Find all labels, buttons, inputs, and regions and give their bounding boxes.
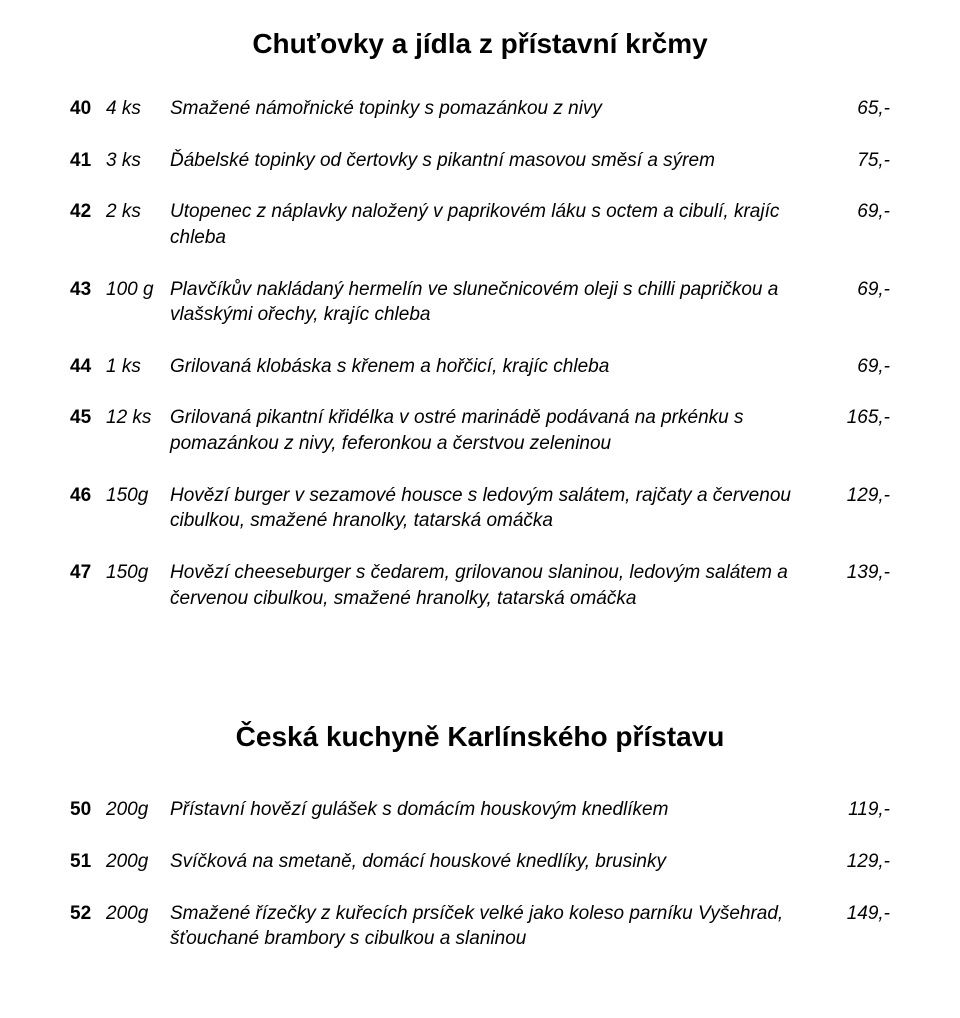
item-quantity: 200g: [106, 901, 170, 927]
item-price: 139,-: [820, 560, 890, 586]
item-price: 149,-: [820, 901, 890, 927]
item-quantity: 12 ks: [106, 405, 170, 431]
menu-item: 41 3 ks Ďábelské topinky od čertovky s p…: [70, 148, 890, 174]
item-description: Grilovaná klobáska s křenem a hořčicí, k…: [170, 354, 820, 380]
item-description: Smažené řízečky z kuřecích prsíček velké…: [170, 901, 820, 952]
item-quantity: 200g: [106, 849, 170, 875]
item-description: Plavčíkův nakládaný hermelín ve slunečni…: [170, 277, 820, 328]
item-price: 129,-: [820, 483, 890, 509]
item-price: 65,-: [820, 96, 890, 122]
item-description: Hovězí cheeseburger s čedarem, grilovano…: [170, 560, 820, 611]
item-price: 75,-: [820, 148, 890, 174]
item-description: Svíčková na smetaně, domácí houskové kne…: [170, 849, 820, 875]
item-price: 165,-: [820, 405, 890, 431]
menu-item: 47 150g Hovězí cheeseburger s čedarem, g…: [70, 560, 890, 611]
menu-page: Chuťovky a jídla z přístavní krčmy 40 4 …: [0, 0, 960, 1018]
item-number: 43: [70, 277, 106, 303]
item-number: 45: [70, 405, 106, 431]
item-description: Hovězí burger v sezamové housce s ledový…: [170, 483, 820, 534]
item-description: Utopenec z náplavky naložený v paprikové…: [170, 199, 820, 250]
item-number: 52: [70, 901, 106, 927]
item-number: 42: [70, 199, 106, 225]
menu-item: 42 2 ks Utopenec z náplavky naložený v p…: [70, 199, 890, 250]
item-quantity: 150g: [106, 483, 170, 509]
item-number: 51: [70, 849, 106, 875]
item-price: 119,-: [820, 797, 890, 823]
item-price: 69,-: [820, 354, 890, 380]
section1-title: Chuťovky a jídla z přístavní krčmy: [70, 28, 890, 60]
item-number: 44: [70, 354, 106, 380]
menu-item: 51 200g Svíčková na smetaně, domácí hous…: [70, 849, 890, 875]
item-description: Grilovaná pikantní křidélka v ostré mari…: [170, 405, 820, 456]
item-number: 47: [70, 560, 106, 586]
menu-item: 46 150g Hovězí burger v sezamové housce …: [70, 483, 890, 534]
section2-list: 50 200g Přístavní hovězí gulášek s domác…: [70, 797, 890, 952]
item-description: Smažené námořnické topinky s pomazánkou …: [170, 96, 820, 122]
item-number: 41: [70, 148, 106, 174]
item-quantity: 200g: [106, 797, 170, 823]
item-number: 46: [70, 483, 106, 509]
item-price: 69,-: [820, 277, 890, 303]
menu-item: 50 200g Přístavní hovězí gulášek s domác…: [70, 797, 890, 823]
menu-item: 45 12 ks Grilovaná pikantní křidélka v o…: [70, 405, 890, 456]
menu-item: 44 1 ks Grilovaná klobáska s křenem a ho…: [70, 354, 890, 380]
item-description: Přístavní hovězí gulášek s domácím housk…: [170, 797, 820, 823]
item-number: 40: [70, 96, 106, 122]
menu-item: 40 4 ks Smažené námořnické topinky s pom…: [70, 96, 890, 122]
item-quantity: 150g: [106, 560, 170, 586]
item-description: Ďábelské topinky od čertovky s pikantní …: [170, 148, 820, 174]
item-number: 50: [70, 797, 106, 823]
item-quantity: 4 ks: [106, 96, 170, 122]
item-price: 69,-: [820, 199, 890, 225]
item-price: 129,-: [820, 849, 890, 875]
section1-list: 40 4 ks Smažené námořnické topinky s pom…: [70, 96, 890, 611]
item-quantity: 100 g: [106, 277, 170, 303]
section2-title: Česká kuchyně Karlínského přístavu: [70, 721, 890, 753]
item-quantity: 1 ks: [106, 354, 170, 380]
menu-item: 52 200g Smažené řízečky z kuřecích prsíč…: [70, 901, 890, 952]
menu-item: 43 100 g Plavčíkův nakládaný hermelín ve…: [70, 277, 890, 328]
item-quantity: 2 ks: [106, 199, 170, 225]
item-quantity: 3 ks: [106, 148, 170, 174]
